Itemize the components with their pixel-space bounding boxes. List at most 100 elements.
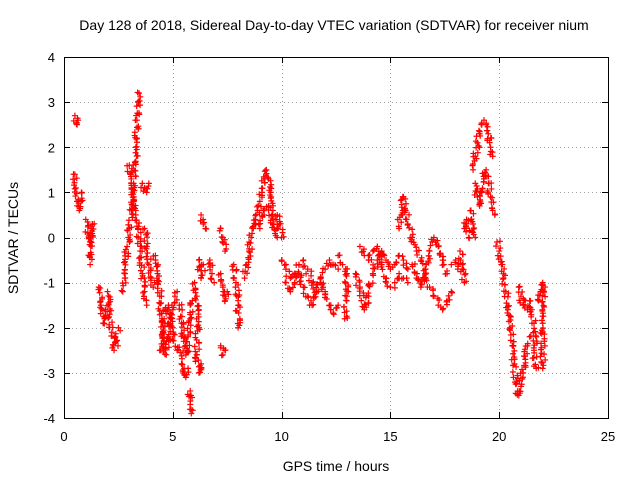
data-point — [440, 305, 447, 312]
data-point — [426, 247, 433, 254]
data-point — [539, 365, 546, 372]
data-point — [524, 340, 531, 347]
data-point — [494, 239, 501, 246]
data-point — [118, 287, 125, 294]
data-point — [426, 255, 433, 262]
data-point — [107, 298, 114, 305]
data-point — [542, 284, 549, 291]
data-point — [335, 266, 342, 273]
data-point — [291, 279, 298, 286]
data-point — [365, 280, 372, 287]
data-point — [465, 234, 472, 241]
data-point — [457, 268, 464, 275]
data-point — [489, 153, 496, 160]
data-point — [193, 323, 200, 330]
data-point — [137, 267, 144, 274]
data-point — [473, 183, 480, 190]
data-point — [233, 292, 240, 299]
data-point — [469, 161, 476, 168]
data-point — [519, 288, 526, 295]
data-point — [393, 259, 400, 266]
data-point — [341, 315, 348, 322]
data-point — [427, 242, 434, 249]
data-point — [468, 216, 475, 223]
data-point — [458, 276, 465, 283]
data-point — [215, 271, 222, 278]
data-point — [263, 203, 270, 210]
data-point — [459, 251, 466, 258]
data-point — [96, 289, 103, 296]
data-point — [472, 138, 479, 145]
x-tick-label: 20 — [492, 429, 506, 444]
data-point — [521, 297, 528, 304]
data-point — [460, 260, 467, 267]
data-point — [470, 150, 477, 157]
data-point — [489, 194, 496, 201]
data-point — [479, 185, 486, 192]
data-point — [323, 260, 330, 267]
data-point — [358, 249, 365, 256]
data-point — [185, 348, 192, 355]
data-point — [235, 324, 242, 331]
data-point — [188, 300, 195, 307]
data-point — [507, 327, 514, 334]
data-points — [70, 89, 549, 417]
data-point — [462, 223, 469, 230]
x-tick-label: 10 — [274, 429, 288, 444]
data-point — [538, 317, 545, 324]
data-point — [137, 254, 144, 261]
data-point — [286, 268, 293, 275]
data-point — [266, 192, 273, 199]
data-point — [311, 295, 318, 302]
data-point — [463, 228, 470, 235]
data-point — [192, 289, 199, 296]
data-point — [510, 374, 517, 381]
data-point — [170, 337, 177, 344]
data-point — [222, 347, 229, 354]
data-point — [476, 144, 483, 151]
data-point — [211, 279, 218, 286]
data-point — [95, 286, 102, 293]
data-point — [108, 307, 115, 314]
data-point — [101, 320, 108, 327]
data-point — [158, 287, 165, 294]
data-point — [147, 256, 154, 263]
data-point — [499, 276, 506, 283]
data-point — [518, 381, 525, 388]
data-point — [71, 112, 78, 119]
data-point — [358, 297, 365, 304]
data-point — [445, 292, 452, 299]
data-point — [194, 266, 201, 273]
data-point — [352, 273, 359, 280]
data-point — [87, 261, 94, 268]
data-point — [485, 130, 492, 137]
data-point — [365, 290, 372, 297]
data-point — [365, 300, 372, 307]
data-point — [279, 229, 286, 236]
data-point — [297, 281, 304, 288]
data-point — [332, 262, 339, 269]
data-point — [281, 262, 288, 269]
data-point — [483, 173, 490, 180]
data-point — [356, 278, 363, 285]
data-point — [310, 301, 317, 308]
data-point — [254, 207, 261, 214]
data-point — [540, 313, 547, 320]
data-point — [440, 257, 447, 264]
data-point — [138, 275, 145, 282]
data-point — [174, 347, 181, 354]
data-point — [259, 185, 266, 192]
data-point — [167, 328, 174, 335]
data-point — [128, 165, 135, 172]
data-point — [192, 296, 199, 303]
data-point — [198, 365, 205, 372]
data-point — [178, 333, 185, 340]
data-point — [507, 337, 514, 344]
data-point — [229, 266, 236, 273]
data-point — [127, 231, 134, 238]
data-point — [425, 253, 432, 260]
y-tick-label: -2 — [43, 321, 55, 336]
data-point — [449, 289, 456, 296]
data-point — [498, 268, 505, 275]
data-point — [533, 365, 540, 372]
